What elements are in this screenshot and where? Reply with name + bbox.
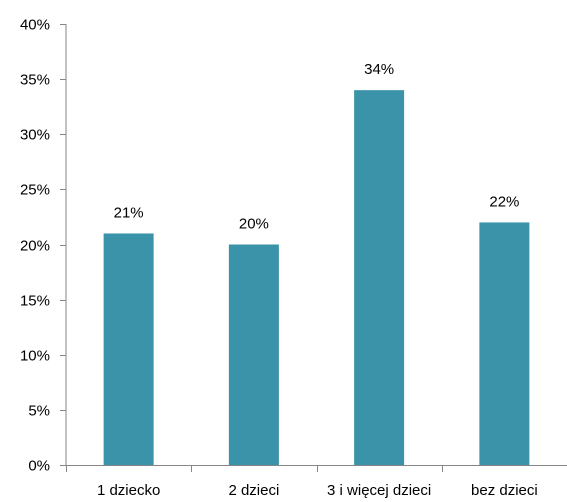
x-category-label: 3 i więcej dzieci [327, 482, 431, 499]
x-category-label: 2 dzieci [228, 482, 279, 499]
bar [479, 222, 530, 465]
y-tick-label: 0% [28, 458, 50, 475]
y-tick-label: 15% [20, 293, 50, 310]
bar-data-label: 22% [489, 193, 519, 210]
y-tick-label: 20% [20, 238, 50, 255]
y-tick-label: 35% [20, 72, 50, 89]
x-axis: 1 dziecko 2 dzieci 3 i więcej dzieci bez dz… [66, 465, 567, 499]
x-category-label: 1 dziecko [97, 482, 160, 499]
data-labels: 21% 20% 34% 22% [114, 61, 520, 232]
bar-data-label: 21% [114, 204, 144, 221]
x-category-label: bez dzieci [471, 482, 538, 499]
bar-data-label: 34% [364, 61, 394, 78]
y-tick-label: 5% [28, 403, 50, 420]
y-tick-label: 10% [20, 348, 50, 365]
y-axis: 0% 5% 10% 15% 20% 25% 30% 35% 40% [20, 17, 67, 475]
bar [103, 233, 154, 465]
y-tick-label: 40% [20, 17, 50, 34]
bar [228, 244, 279, 465]
bar [354, 90, 405, 466]
y-tick-label: 30% [20, 127, 50, 144]
bars [103, 90, 530, 466]
bar-data-label: 20% [239, 216, 269, 233]
y-tick-label: 25% [20, 182, 50, 199]
